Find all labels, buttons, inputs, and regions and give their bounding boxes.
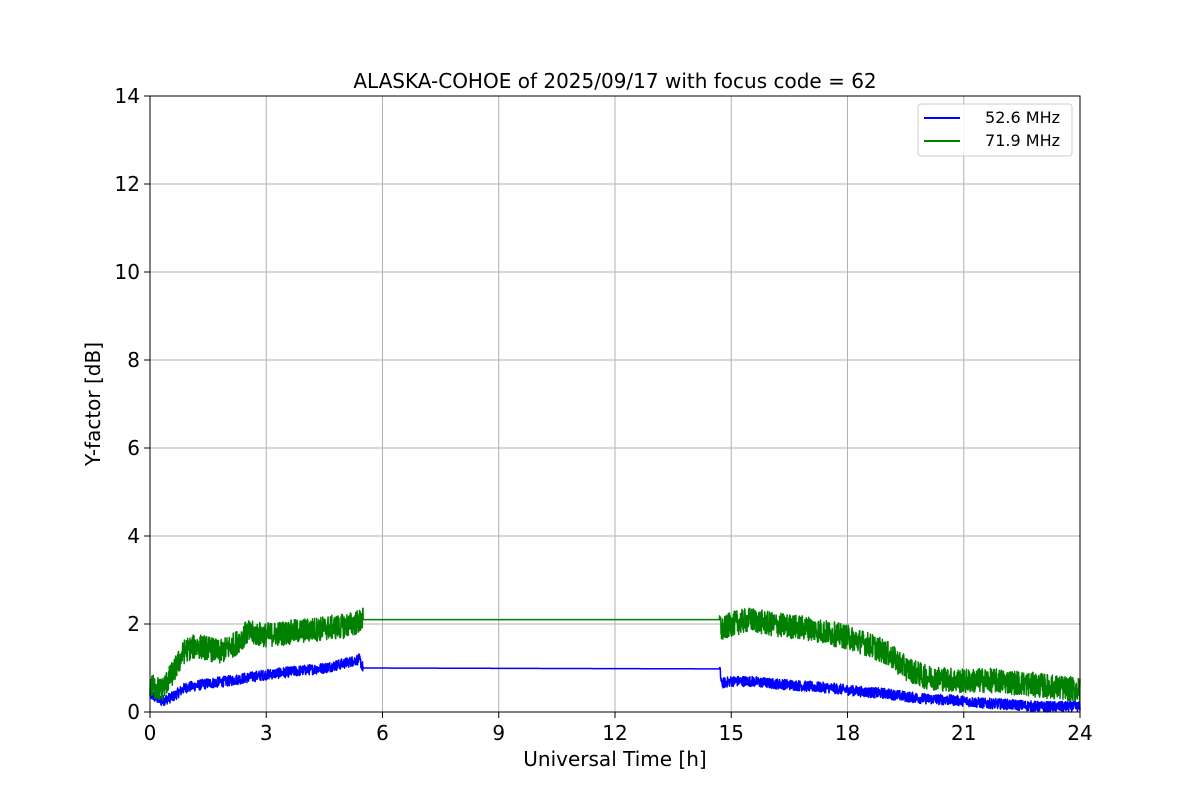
legend-items: 52.6 MHz 71.9 MHz (924, 108, 1060, 150)
x-tick-label: 21 (951, 721, 976, 745)
y-tick-label: 2 (127, 612, 140, 636)
x-tick-label: 0 (144, 721, 157, 745)
y-tick-label: 12 (115, 172, 140, 196)
y-tick-label: 10 (115, 260, 140, 284)
legend: 52.6 MHz 71.9 MHz (917, 103, 1073, 157)
legend-label-2: 71.9 MHz (985, 131, 1060, 150)
y-axis-label: Y-factor [dB] (81, 342, 105, 467)
y-tick-label: 8 (127, 348, 140, 372)
x-tick-label: 3 (260, 721, 273, 745)
x-tick-label: 15 (719, 721, 744, 745)
legend-label-1: 52.6 MHz (985, 108, 1060, 127)
x-tick-label: 24 (1067, 721, 1092, 745)
x-tick-label: 18 (835, 721, 860, 745)
x-tick-label: 6 (376, 721, 389, 745)
series-layer (149, 607, 1081, 713)
y-tick-label: 14 (115, 84, 140, 108)
series-line-1 (149, 653, 1081, 713)
x-axis-label: Universal Time [h] (523, 747, 706, 771)
chart-title: ALASKA-COHOE of 2025/09/17 with focus co… (353, 69, 876, 93)
y-tick-label: 4 (127, 524, 140, 548)
x-tick-label: 12 (602, 721, 627, 745)
y-tick-label: 6 (127, 436, 140, 460)
series-line-2 (149, 607, 1081, 702)
y-tick-label: 0 (127, 700, 140, 724)
x-tick-label: 9 (492, 721, 505, 745)
